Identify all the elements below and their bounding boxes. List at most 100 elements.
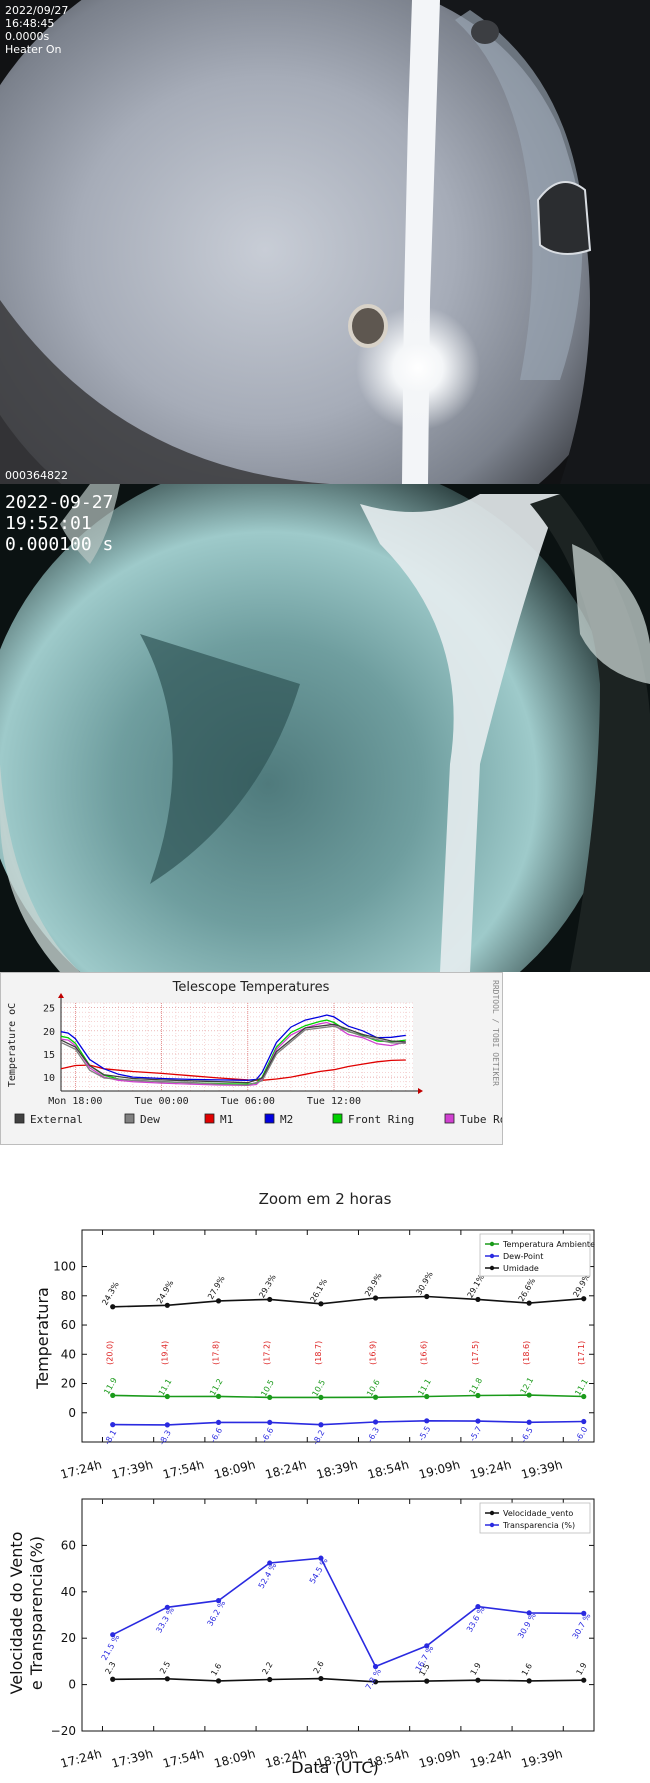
y-tick-label: 10 (43, 1073, 55, 1084)
x-tick-label: 18:54h (366, 1457, 410, 1481)
x-tick-label: 19:24h (468, 1746, 512, 1770)
legend-box (479, 1233, 591, 1277)
allsky-camera-image-1: 2022/09/27 16:48:45 0.0000s Heater On 00… (0, 0, 650, 484)
data-point-dew_point (372, 1419, 379, 1425)
data-point-transparencia (164, 1604, 170, 1610)
telescope-temperatures-panel: Telescope Temperatures Temperature oC RR… (0, 972, 513, 1145)
data-label-dew-depression: (20.0) (106, 1341, 115, 1365)
legend: External Dew M1 M2 Front Ring Tube Rod (14, 1113, 513, 1126)
x-tick-label: 18:39h (315, 1457, 359, 1481)
legend-label-transparencia: Transparencia (%) (502, 1521, 575, 1530)
x-tick-label: 17:39h (110, 1746, 154, 1770)
legend-box (479, 1502, 591, 1534)
camera1-heater-status: Heater On (5, 43, 62, 56)
data-point-umidade (475, 1296, 481, 1303)
y-tick-label: 80 (61, 1289, 76, 1303)
series-line-m1 (60, 1059, 406, 1081)
x-tick-label: 17:39h (110, 1457, 154, 1481)
x-tick-label: 18:09h (212, 1457, 256, 1481)
x-tick-label: Tue 06:00 (221, 1096, 275, 1107)
x-tick-label: Tue 12:00 (307, 1096, 361, 1107)
camera2-date: 2022-09-27 (5, 492, 114, 513)
data-point-transparencia (267, 1560, 273, 1566)
data-point-transparencia (318, 1555, 324, 1561)
data-point-transparencia (475, 1604, 481, 1610)
y-axis-label-line2: e Transparencia(%) (27, 1536, 46, 1690)
legend-marker-vento (489, 1510, 495, 1516)
x-axis-label: Data (UTC) (291, 1758, 379, 1777)
legend-marker-umidade (489, 1265, 495, 1271)
data-point-dew_point (215, 1419, 222, 1426)
y-tick-label: 25 (43, 1004, 55, 1015)
legend-label-front_ring: Front Ring (348, 1113, 414, 1126)
zoom-wind-transparency-chart: Velocidade do Vento e Transparencia(%) D… (7, 1498, 595, 1777)
data-point-dew_point (526, 1419, 532, 1425)
series-line-temp_ambiente (112, 1394, 584, 1399)
data-point-umidade (318, 1301, 324, 1307)
data-label-dew-depression: (17.1) (577, 1341, 586, 1365)
data-point-vento (581, 1677, 587, 1683)
y-tick-label: 100 (53, 1260, 76, 1274)
camera2-exposure: 0.000100 s (5, 534, 114, 555)
camera1-date: 2022/09/27 (5, 4, 69, 17)
chart-title: Telescope Temperatures (172, 980, 330, 995)
legend-swatch-front_ring (332, 1113, 343, 1124)
series-line-umidade (112, 1295, 584, 1308)
data-point-dew_point (267, 1419, 273, 1426)
legend-label-temp_ambiente: Temperatura Ambiente (502, 1240, 595, 1249)
legend: Velocidade_vento Transparencia (%) (479, 1502, 591, 1534)
data-point-temp_ambiente (372, 1394, 379, 1400)
series-line-dew (60, 1025, 406, 1086)
data-label-dew-depression: (19.4) (160, 1341, 169, 1365)
x-tick-label: 17:24h (59, 1457, 103, 1481)
legend: Temperatura Ambiente Dew-Point Umidade (479, 1233, 595, 1277)
data-point-dew_point (581, 1418, 587, 1425)
legend-label-tube_rod: Tube Rod (460, 1113, 502, 1126)
legend-marker-transparencia (489, 1522, 495, 1528)
legend-marker-temp_ambiente (489, 1241, 495, 1247)
legend-swatch-tube_rod (444, 1113, 455, 1124)
y-axis-label: Temperature oC (7, 1003, 18, 1087)
data-point-vento (424, 1678, 430, 1684)
y-tick-label: 20 (61, 1377, 76, 1391)
legend-label-m1: M1 (220, 1113, 233, 1126)
data-point-transparencia (215, 1598, 222, 1604)
zoom-temperature-chart: Temperatura 0 20 40 60 80 100 17:24h 17:39h 17:5… (33, 1229, 595, 1482)
y-axis-label: Temperatura (33, 1287, 52, 1390)
rrdtool-watermark: RRDTOOL / TOBI OETIKER (491, 980, 500, 1086)
camera1-exposure: 0.0000s (5, 30, 50, 43)
x-tick-label: 17:24h (59, 1746, 103, 1770)
y-tick-label: 40 (61, 1347, 76, 1361)
x-tick-label: 17:54h (161, 1457, 205, 1481)
data-point-transparencia (424, 1643, 430, 1649)
x-tick-label: 18:24h (264, 1457, 308, 1481)
series-line-external (60, 1023, 406, 1084)
legend-swatch-dew (124, 1113, 135, 1124)
legend-marker-dew_point (489, 1253, 495, 1259)
y-tick-label: −20 (51, 1724, 76, 1738)
data-point-dew_point (164, 1422, 170, 1428)
legend-swatch-m2 (264, 1113, 275, 1124)
data-point-dew_point (110, 1422, 116, 1428)
camera1-time: 16:48:45 (5, 17, 55, 30)
y-tick-label: 0 (68, 1678, 76, 1692)
y-axis-label-line1: Velocidade do Vento (7, 1532, 26, 1695)
data-point-dew_point (475, 1418, 481, 1424)
series-line-transparencia (112, 1557, 584, 1668)
x-tick-label: 19:09h (417, 1746, 461, 1770)
legend-label-external: External (30, 1113, 83, 1126)
series-line-vento (112, 1677, 584, 1683)
data-point-vento (267, 1676, 273, 1683)
data-label-dew-depression: (16.9) (369, 1341, 378, 1365)
data-point-vento (475, 1677, 481, 1683)
y-tick-label: 60 (61, 1318, 76, 1332)
x-tick-label: 19:39h (520, 1746, 564, 1770)
data-point-umidade (267, 1296, 273, 1303)
data-point-temp_ambiente (164, 1393, 170, 1400)
data-point-transparencia (110, 1632, 116, 1638)
data-point-temp_ambiente (318, 1394, 324, 1401)
x-tick-label: Mon 18:00 (48, 1096, 102, 1107)
data-point-temp_ambiente (110, 1392, 116, 1398)
data-point-umidade (424, 1293, 430, 1300)
